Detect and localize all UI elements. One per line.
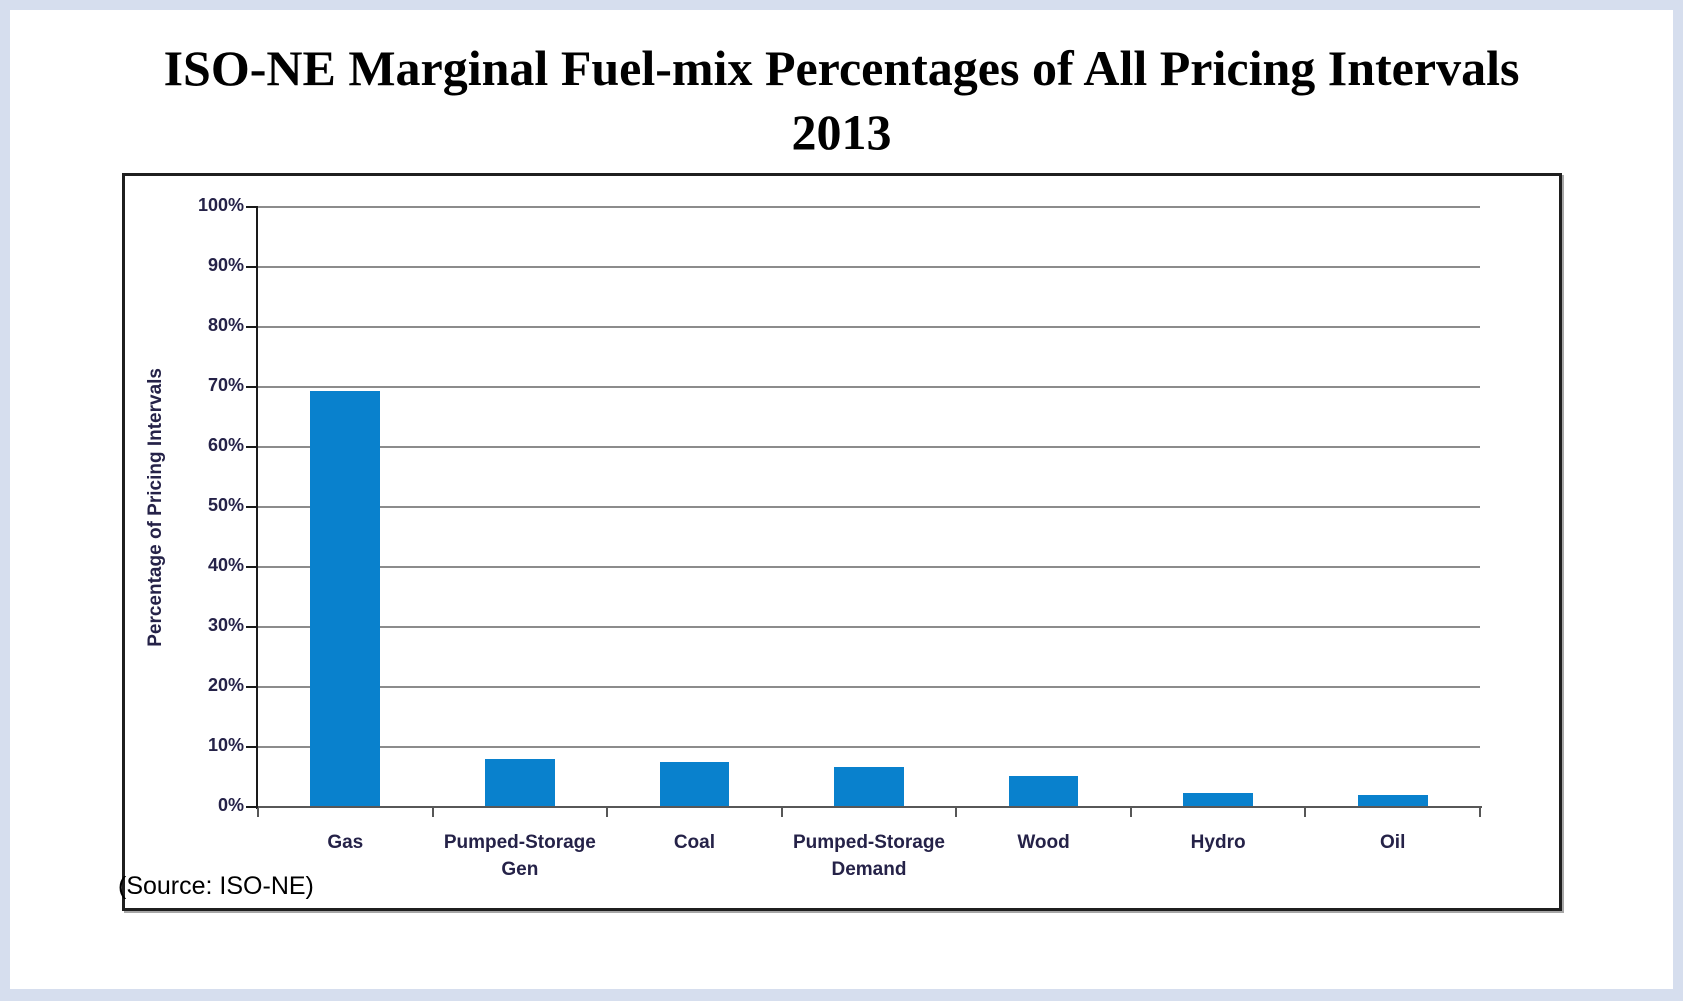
bar-coal: [659, 762, 730, 807]
x-axis-tick: [1479, 808, 1481, 817]
y-axis-tick: [246, 506, 256, 508]
gridline: [258, 206, 1480, 208]
category-label: Pumped-Storage Demand: [792, 832, 945, 880]
bar-gas: [310, 391, 381, 807]
chart-title: ISO-NE Marginal Fuel-mix Percentages of …: [10, 36, 1673, 164]
x-axis-tick: [606, 808, 609, 817]
gridline: [258, 686, 1480, 688]
bar-wood: [1008, 776, 1079, 807]
y-axis-tick: [246, 326, 256, 328]
chart-title-line1: ISO-NE Marginal Fuel-mix Percentages of …: [163, 40, 1520, 96]
x-axis-tick: [1129, 808, 1132, 817]
page: ISO-NE Marginal Fuel-mix Percentages of …: [10, 10, 1673, 989]
x-axis-tick: [1304, 808, 1307, 817]
bar-pumped-storage-gen: [484, 759, 555, 807]
chart-frame: Percentage of Pricing Intervals 0% 10% 20%…: [122, 173, 1562, 911]
y-axis-tick: [246, 806, 256, 808]
gridline: [258, 446, 1480, 448]
gridline: [258, 326, 1480, 328]
gridline: [258, 386, 1480, 388]
y-axis-tick: [246, 686, 256, 688]
y-tick-label: 80%: [207, 315, 244, 335]
y-axis-tick: [246, 566, 256, 568]
x-axis-tick: [431, 808, 434, 817]
category-label: Coal: [673, 832, 716, 853]
y-tick-label: 0%: [217, 795, 244, 815]
chart-title-line2: 2013: [791, 104, 892, 160]
gridline: [258, 266, 1480, 268]
category-label: Oil: [1380, 832, 1406, 853]
y-tick-label: 70%: [207, 375, 244, 395]
y-tick-label: 90%: [207, 255, 244, 275]
y-tick-label: 50%: [207, 495, 244, 515]
y-axis-tick: [246, 626, 256, 628]
bar-oil: [1357, 795, 1428, 807]
x-axis-tick: [257, 808, 259, 817]
y-axis-tick: [246, 206, 256, 208]
category-label: Wood: [1017, 832, 1070, 853]
gridline: [258, 626, 1480, 628]
y-tick-label: 20%: [207, 675, 244, 695]
plot-area: 0% 10% 20% 30% 40% 50% 60% 70% 80% 90% 100% Gas Pump…: [198, 195, 1482, 880]
y-axis-tick: [246, 266, 256, 268]
category-label: Gas: [327, 832, 364, 853]
gridline: [258, 746, 1480, 748]
y-tick-label: 60%: [207, 435, 244, 455]
gridline: [258, 506, 1480, 508]
x-axis-tick: [955, 808, 958, 817]
y-tick-label: 10%: [207, 735, 244, 755]
y-tick-label: 30%: [207, 615, 244, 635]
bar-pumped-storage-demand: [834, 767, 904, 807]
source-note: (Source: ISO-NE): [118, 872, 314, 900]
y-axis-tick: [246, 386, 256, 388]
category-label: Pumped-Storage Gen: [443, 832, 596, 880]
bar-hydro: [1183, 793, 1254, 807]
y-axis-line: [256, 206, 258, 809]
x-axis-tick: [780, 808, 783, 817]
y-axis-tick: [246, 746, 256, 748]
category-label: Hydro: [1190, 832, 1246, 853]
y-axis-tick: [246, 446, 256, 448]
x-axis-line: [256, 806, 1482, 808]
gridline: [258, 566, 1480, 568]
y-tick-label: 40%: [207, 555, 244, 575]
y-tick-label: 100%: [197, 195, 244, 215]
